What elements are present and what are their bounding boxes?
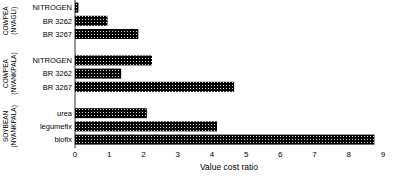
tick-label: 2 [141,150,146,159]
bar [75,82,234,92]
category-label: biofix [54,135,72,144]
chart-svg: NITROGENBR 3262BR 3267COWPEA(NYAGLI)NITR… [0,0,400,182]
x-axis-title: Value cost ratio [200,162,258,172]
category-label: NITROGEN [32,56,72,65]
bar [75,69,121,79]
bar [75,121,217,131]
group-label-line: COWPEA [2,6,9,36]
tick-label: 5 [244,150,249,159]
tick-label: 1 [107,150,112,159]
bar [75,55,152,65]
bar [75,108,147,118]
group-label: SOYBEAN(NYANKPALA) [2,105,18,147]
group-label: COWPEA(NYANKPALA) [2,52,18,94]
bar [75,16,108,26]
group-label-line: (NYAGLI) [10,7,18,35]
group-label: COWPEA(NYAGLI) [2,6,18,36]
bar [75,135,374,145]
chart-root: NITROGENBR 3262BR 3267COWPEA(NYAGLI)NITR… [0,0,400,182]
group-label-line: (NYANKPALA) [10,105,18,147]
tick-label: 0 [73,150,78,159]
category-label: NITROGEN [32,3,72,12]
tick-label: 8 [347,150,352,159]
category-label: BR 3267 [43,83,72,92]
tick-label: 4 [210,150,215,159]
category-label: legumefix [40,122,72,131]
group-label-line: (NYANKPALA) [10,52,18,94]
bars [75,3,374,145]
tick-label: 6 [278,150,283,159]
tick-label: 9 [381,150,386,159]
tick-label: 7 [312,150,317,159]
category-label: BR 3267 [43,30,72,39]
bar [75,29,138,39]
group-label-line: COWPEA [2,58,9,88]
bar [75,3,78,13]
category-label: BR 3262 [43,69,72,78]
category-label: BR 3262 [43,17,72,26]
labels: NITROGENBR 3262BR 3267COWPEA(NYAGLI)NITR… [2,3,73,147]
group-label-line: SOYBEAN [2,110,9,142]
category-label: urea [57,109,73,118]
y-axis [75,0,76,148]
tick-label: 3 [175,150,180,159]
